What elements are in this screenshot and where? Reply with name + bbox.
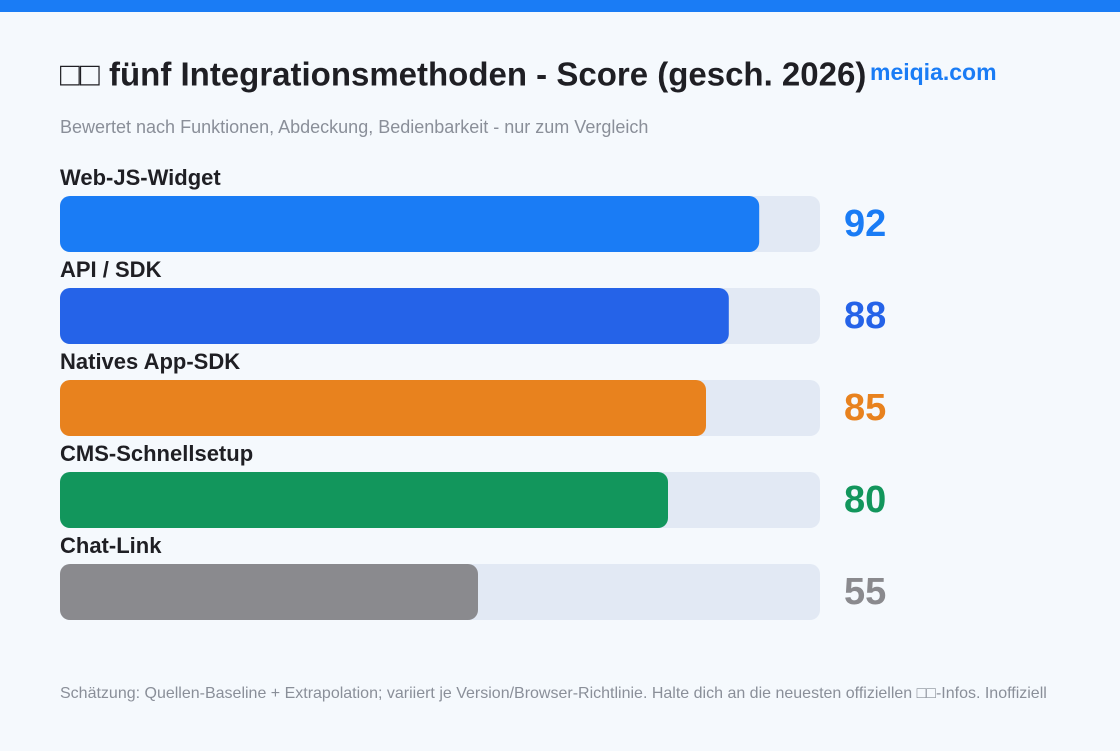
top-strip xyxy=(0,0,1120,12)
value-label: 85 xyxy=(844,387,886,429)
category-label: CMS-Schnellsetup xyxy=(60,441,253,466)
value-label: 88 xyxy=(844,295,886,337)
value-label: 92 xyxy=(844,203,886,245)
chart-subtitle: Bewertet nach Funktionen, Abdeckung, Bed… xyxy=(60,117,648,137)
bar xyxy=(60,288,729,344)
chart-title: □□ fünf Integrationsmethoden - Score (ge… xyxy=(60,56,866,93)
bar xyxy=(60,472,668,528)
category-label: Chat-Link xyxy=(60,533,162,558)
value-label: 80 xyxy=(844,479,886,521)
bar xyxy=(60,564,478,620)
value-label: 55 xyxy=(844,571,886,613)
bar xyxy=(60,380,706,436)
footnote: Schätzung: Quellen-Baseline + Extrapolat… xyxy=(60,685,1047,702)
category-label: Web-JS-Widget xyxy=(60,165,221,190)
watermark: meiqia.com xyxy=(870,59,997,85)
category-label: Natives App-SDK xyxy=(60,349,240,374)
bar xyxy=(60,196,760,252)
category-label: API / SDK xyxy=(60,257,162,282)
